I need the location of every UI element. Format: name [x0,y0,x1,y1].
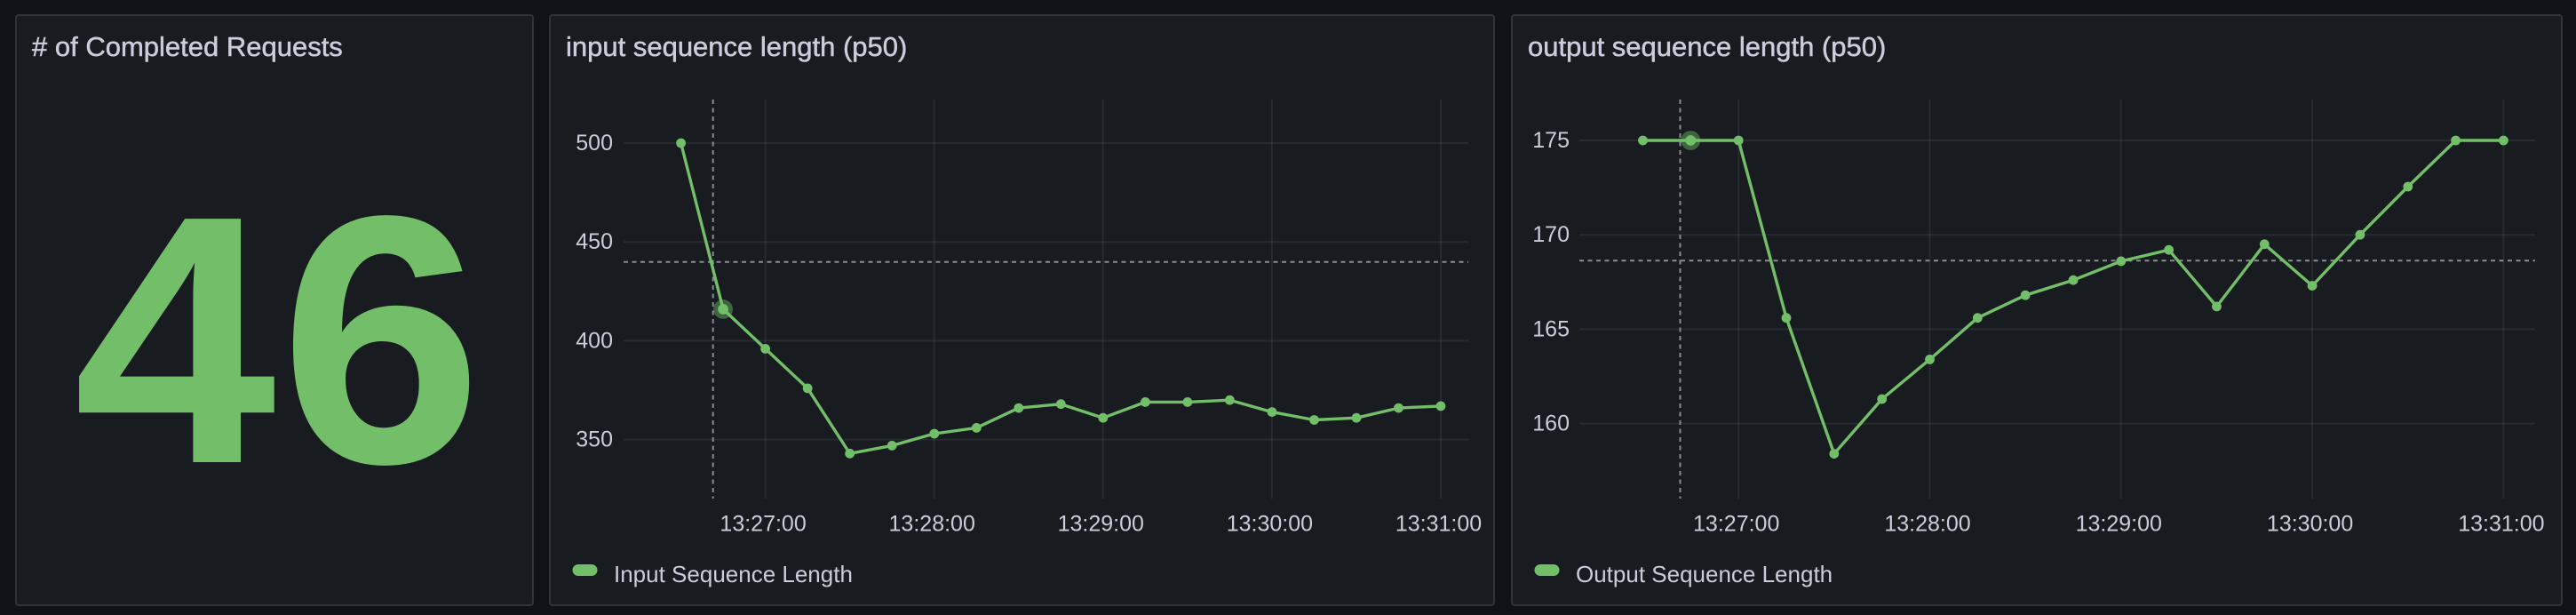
svg-text:13:30:00: 13:30:00 [2267,512,2353,537]
svg-text:13:29:00: 13:29:00 [2076,512,2162,537]
svg-text:170: 170 [1532,222,1570,247]
svg-text:165: 165 [1532,316,1570,341]
svg-text:13:29:00: 13:29:00 [1058,512,1144,537]
svg-text:500: 500 [576,131,613,156]
svg-text:13:27:00: 13:27:00 [1693,512,1779,537]
svg-text:13:31:00: 13:31:00 [1395,512,1482,537]
svg-text:160: 160 [1532,411,1570,436]
svg-text:Output Sequence Length: Output Sequence Length [1576,561,1833,587]
svg-text:13:31:00: 13:31:00 [2458,512,2544,537]
svg-text:13:30:00: 13:30:00 [1227,512,1313,537]
svg-text:350: 350 [576,427,613,452]
svg-text:175: 175 [1532,128,1570,153]
svg-text:400: 400 [576,328,613,353]
svg-text:450: 450 [576,229,613,254]
svg-text:13:28:00: 13:28:00 [1884,512,1970,537]
svg-text:13:28:00: 13:28:00 [889,512,975,537]
svg-text:13:27:00: 13:27:00 [720,512,806,537]
svg-text:Input Sequence Length: Input Sequence Length [614,561,853,587]
